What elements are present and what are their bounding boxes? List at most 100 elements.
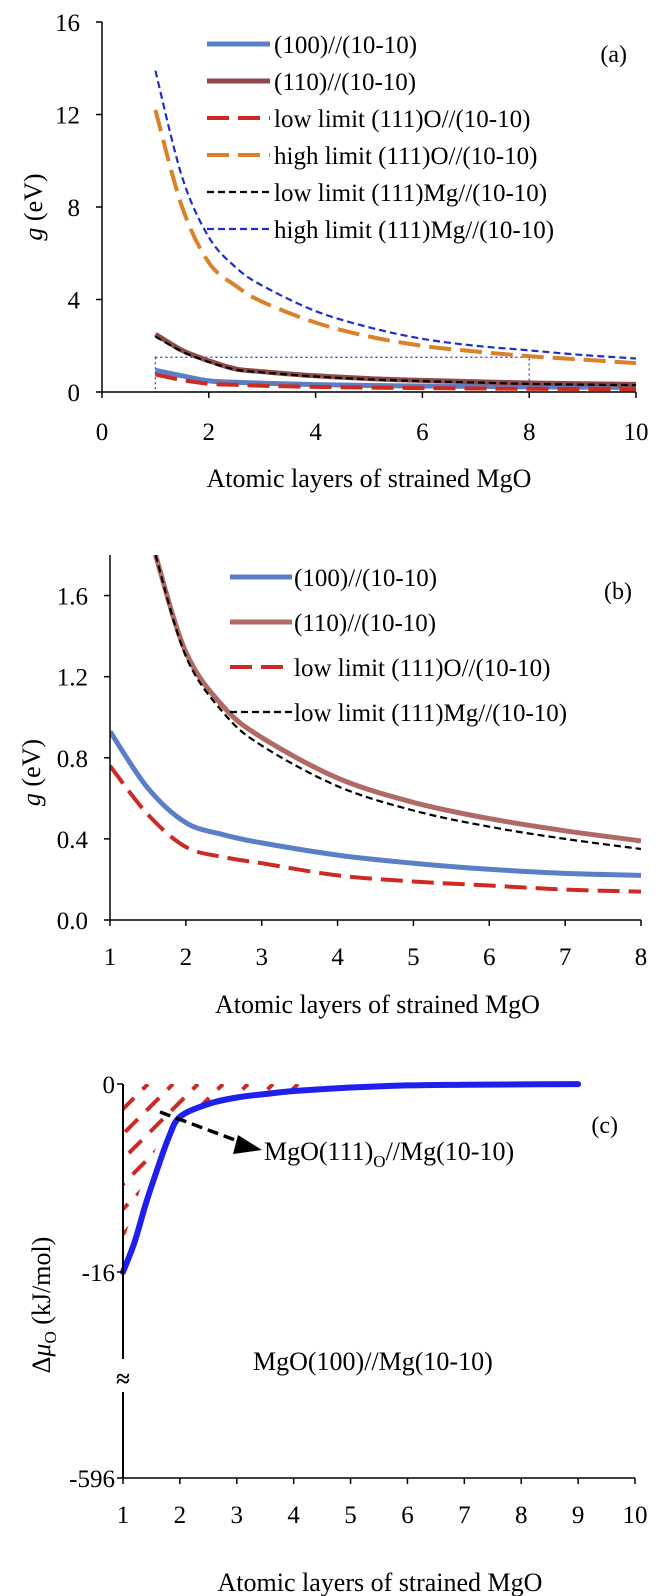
y-tick-label: 0.8 bbox=[57, 746, 88, 773]
y-axis-label-unit: (eV) bbox=[19, 173, 48, 227]
y-axis-label-var: g bbox=[19, 228, 48, 241]
y-axis-label-sub: O bbox=[41, 1331, 60, 1343]
series-group bbox=[110, 555, 641, 894]
x-tick-label: 4 bbox=[287, 1502, 300, 1529]
annotation-100: MgO(100)//Mg(10-10) bbox=[253, 1347, 493, 1376]
hatch-stroke bbox=[211, 1084, 323, 1243]
x-axis-label: Atomic layers of strained MgO bbox=[215, 990, 540, 1019]
series-line-a-4 bbox=[154, 335, 636, 387]
legend-label-a-5: high limit (111)Mg//(10-10) bbox=[274, 217, 554, 244]
hatch-group bbox=[123, 1084, 623, 1344]
x-tick-label: 2 bbox=[203, 419, 216, 446]
hatch-stroke bbox=[123, 1084, 323, 1243]
y-axis-label: ΔμO (kJ/mol) bbox=[27, 1237, 60, 1374]
legend-label-b-3: low limit (111)Mg//(10-10) bbox=[294, 700, 567, 727]
axis-break-symbol: ≈ bbox=[116, 1366, 130, 1393]
x-tick-label: 9 bbox=[572, 1502, 585, 1529]
chart-panel-a: 0 4 8 12 16 0 2 4 6 8 10 Atomic layers of strained … bbox=[19, 10, 649, 493]
x-tick-label: 6 bbox=[483, 944, 496, 971]
x-tick-label: 6 bbox=[401, 1502, 414, 1529]
x-tick-label: 4 bbox=[309, 419, 322, 446]
x-tick-label: 3 bbox=[255, 944, 268, 971]
x-axis-label: Atomic layers of strained MgO bbox=[207, 464, 532, 493]
panel-label-b: (b) bbox=[604, 579, 632, 605]
x-tick-label: 7 bbox=[559, 944, 572, 971]
x-tick-label: 8 bbox=[523, 419, 536, 446]
hatch-stroke bbox=[186, 1084, 323, 1243]
legend-label-b-2: low limit (111)O//(10-10) bbox=[294, 655, 550, 682]
series-line-b-3 bbox=[154, 555, 641, 851]
series-line-a-2 bbox=[154, 372, 636, 392]
series-group bbox=[153, 70, 636, 392]
x-tick-label: 1 bbox=[104, 944, 117, 971]
y-tick-label: 0.4 bbox=[57, 827, 89, 854]
hatch-stroke bbox=[123, 1084, 125, 1243]
annotation-111-tail: //Mg(10-10) bbox=[386, 1137, 515, 1166]
hatch-stroke bbox=[123, 1084, 175, 1243]
legend-label-a-1: (110)//(10-10) bbox=[274, 69, 416, 96]
y-tick-label: 1.6 bbox=[57, 584, 88, 611]
x-tick-label: 3 bbox=[231, 1502, 244, 1529]
y-axis-label-delta: Δ bbox=[27, 1357, 56, 1374]
x-tick-label: 1 bbox=[117, 1502, 130, 1529]
hatch-stroke bbox=[363, 1084, 623, 1344]
x-tick-label: 7 bbox=[458, 1502, 471, 1529]
y-tick-label: 16 bbox=[55, 10, 80, 37]
legend-label-a-2: low limit (111)O//(10-10) bbox=[274, 106, 530, 133]
hatch-stroke bbox=[123, 1084, 300, 1243]
legend-a: (100)//(10-10) (110)//(10-10) low limit (1… bbox=[207, 32, 554, 244]
annotation-111-sub: O bbox=[373, 1152, 385, 1171]
x-tick-label: 10 bbox=[623, 1502, 648, 1529]
chart-panel-b: 0.0 0.4 0.8 1.2 1.6 1 2 3 4 5 6 7 8 Atomic layers of … bbox=[17, 555, 647, 1019]
hatch-stroke bbox=[261, 1084, 323, 1243]
y-tick-label: -16 bbox=[82, 1260, 115, 1287]
y-tick-label: 1.2 bbox=[57, 665, 88, 692]
y-axis-label-mu: μ bbox=[27, 1344, 56, 1358]
hatch-stroke bbox=[236, 1084, 323, 1243]
legend-label-a-3: high limit (111)O//(10-10) bbox=[274, 143, 537, 170]
y-axis-label-unit: (kJ/mol) bbox=[27, 1237, 56, 1332]
x-tick-label: 5 bbox=[344, 1502, 357, 1529]
annotation-111: MgO(111)O//Mg(10-10) bbox=[264, 1137, 514, 1171]
hatch-stroke bbox=[286, 1084, 323, 1243]
legend-label-b-1: (110)//(10-10) bbox=[294, 610, 436, 637]
x-tick-label: 2 bbox=[174, 1502, 187, 1529]
x-tick-label: 4 bbox=[331, 944, 344, 971]
hatch-stroke bbox=[338, 1084, 598, 1344]
y-tick-label: 0 bbox=[68, 380, 81, 407]
x-tick-label: 6 bbox=[416, 419, 429, 446]
series-line-b-0 bbox=[110, 730, 641, 878]
y-tick-label: 0 bbox=[103, 1072, 116, 1099]
series-line-b-1 bbox=[153, 555, 641, 844]
series-line-a-5 bbox=[154, 70, 636, 360]
legend-label-a-0: (100)//(10-10) bbox=[274, 32, 417, 59]
hatch-stroke bbox=[161, 1084, 323, 1243]
hatch-stroke bbox=[123, 1084, 323, 1243]
y-axis-label: g (eV) bbox=[19, 173, 48, 240]
y-tick-label: 0.0 bbox=[57, 908, 88, 935]
hatch-stroke bbox=[123, 1084, 150, 1243]
y-axis-label-unit: (eV) bbox=[17, 739, 46, 793]
series-line-a-3 bbox=[153, 109, 636, 366]
x-tick-label: 8 bbox=[635, 944, 648, 971]
x-tick-label: 0 bbox=[96, 419, 109, 446]
annotation-arrow-line bbox=[159, 1110, 244, 1145]
x-axis-label: Atomic layers of strained MgO bbox=[218, 1568, 543, 1596]
annotation-arrow-head bbox=[233, 1135, 262, 1154]
y-axis-label: g (eV) bbox=[17, 739, 46, 806]
hatch-stroke bbox=[311, 1084, 323, 1243]
hatch-stroke bbox=[123, 1084, 200, 1243]
y-tick-label: -596 bbox=[69, 1466, 115, 1493]
series-line-c-0 bbox=[120, 1081, 582, 1275]
x-tick-label: 8 bbox=[515, 1502, 528, 1529]
series-line-b-2 bbox=[110, 764, 641, 894]
y-tick-label: 8 bbox=[68, 195, 81, 222]
y-tick-label: 12 bbox=[55, 103, 80, 130]
legend-b: (100)//(10-10) (110)//(10-10) low limit (1… bbox=[230, 565, 567, 727]
x-tick-label: 2 bbox=[180, 944, 193, 971]
legend-label-a-4: low limit (111)Mg//(10-10) bbox=[274, 180, 547, 207]
legend-label-b-0: (100)//(10-10) bbox=[294, 565, 437, 592]
x-tick-label: 10 bbox=[624, 419, 649, 446]
